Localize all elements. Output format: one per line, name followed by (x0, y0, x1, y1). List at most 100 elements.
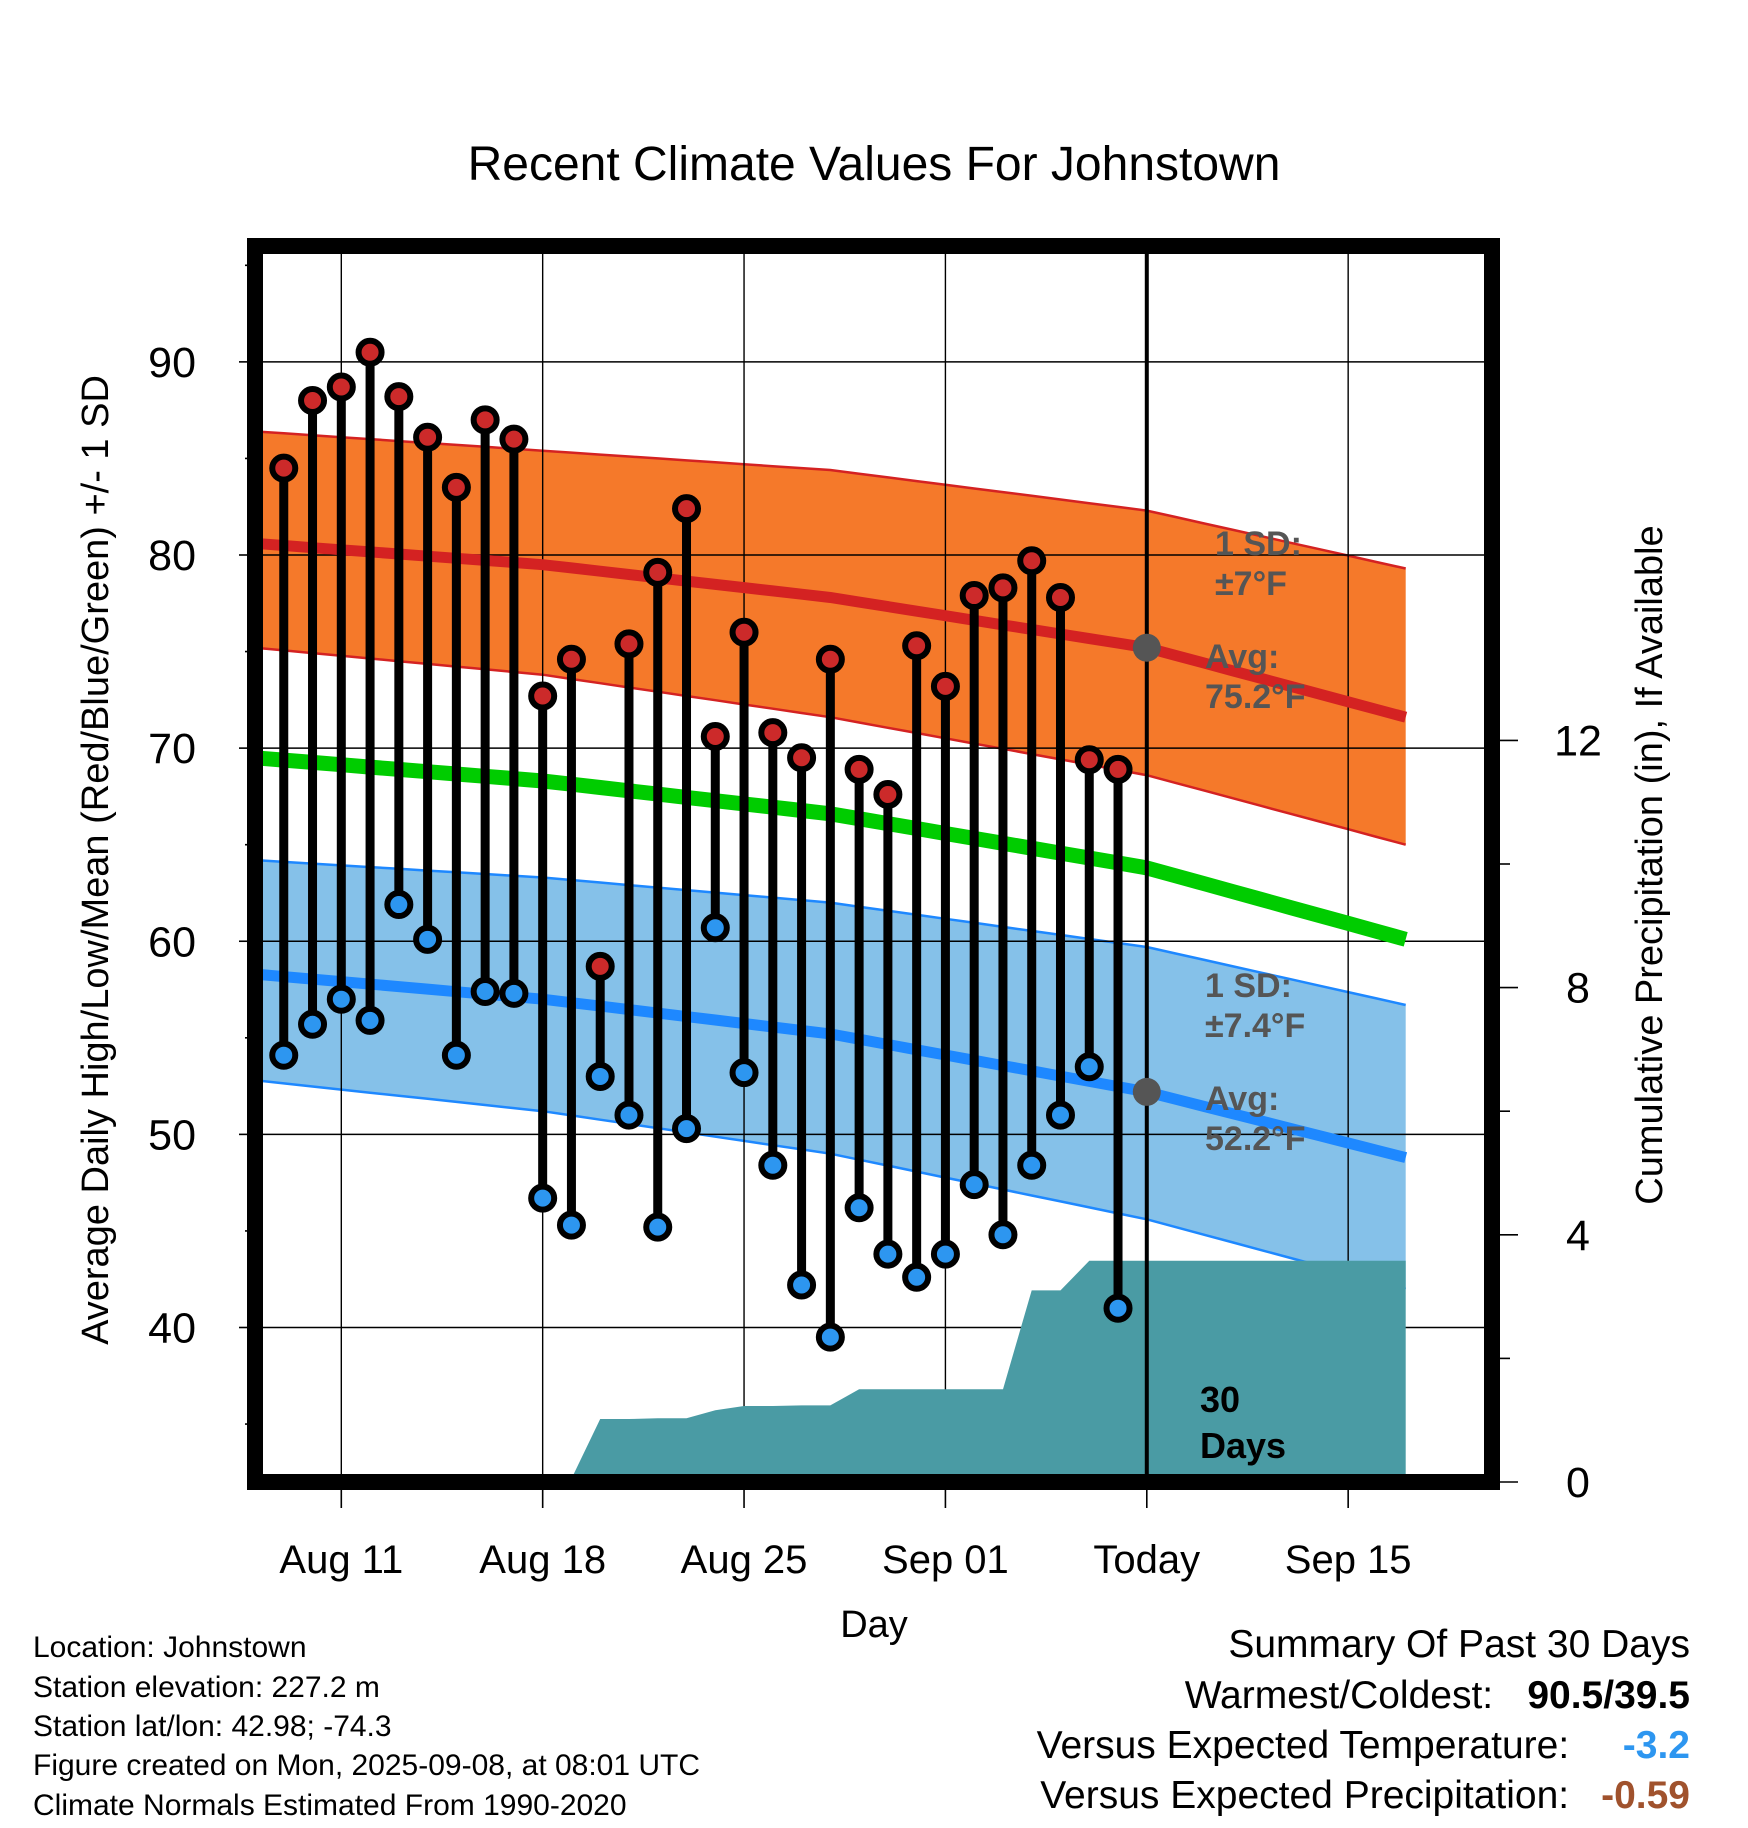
observed-day (700, 722, 730, 943)
x-tick-label: Today (1093, 1538, 1200, 1582)
observed-day (413, 422, 443, 954)
low-sd-label: 1 SD: ±7.4°F (1205, 967, 1305, 1045)
high-marker (1074, 745, 1104, 775)
summary-precip: Versus Expected Precipitation: -0.59 (1040, 1776, 1690, 1816)
normals-text: Climate Normals Estimated From 1990-2020 (33, 1789, 627, 1822)
observed-day (1017, 546, 1047, 1180)
low-marker (1045, 1100, 1075, 1130)
y-tick-label: 40 (148, 1305, 196, 1353)
axes: 40 50 60 70 80 90 0 4 8 12 Aug 11 Aug 18 Aug 25 Sep 0… (148, 264, 1602, 1582)
observed-day (556, 644, 586, 1240)
low-marker (1103, 1293, 1133, 1323)
x-tick-label: Sep 01 (882, 1538, 1009, 1582)
x-tick-label: Sep 15 (1285, 1538, 1412, 1582)
latlon-text: Station lat/lon: 42.98; -74.3 (33, 1710, 392, 1743)
observed-day (902, 631, 932, 1292)
observed-day (988, 573, 1018, 1250)
chart-annotations: 1 SD: ±7°F Avg: 75.2°F 1 SD: ±7.4°F Avg: 52.2°F… (1132, 525, 1306, 1466)
summary-temp: Versus Expected Temperature: -3.2 (1037, 1726, 1690, 1766)
high-marker (988, 573, 1018, 603)
observed-day (499, 424, 529, 1008)
low-avg-label: Avg: 52.2°F (1205, 1080, 1306, 1158)
low-marker (815, 1322, 845, 1352)
high-marker (729, 617, 759, 647)
high-sd-label: 1 SD: ±7°F (1215, 525, 1302, 603)
high-marker (269, 453, 299, 483)
high-marker (902, 631, 932, 661)
high-marker (614, 629, 644, 659)
y2-tick-label: 8 (1566, 965, 1590, 1013)
high-marker (672, 494, 702, 524)
warm-cold-label: Warmest/Coldest: (1184, 1674, 1494, 1717)
high-marker (585, 951, 615, 981)
high-marker (815, 644, 845, 674)
x-tick-label: Aug 11 (279, 1538, 403, 1582)
high-marker (441, 472, 471, 502)
high-marker (873, 779, 903, 809)
low-marker (787, 1270, 817, 1300)
y-tick-label: 60 (148, 918, 196, 966)
observed-day (355, 337, 385, 1035)
low-marker (902, 1262, 932, 1292)
chart-title: Recent Climate Values For Johnstown (468, 138, 1281, 191)
observed-day (815, 644, 845, 1352)
high-marker (355, 337, 385, 367)
observed-day (758, 718, 788, 1180)
observed-day (787, 743, 817, 1300)
low-marker (413, 924, 443, 954)
low-marker (873, 1239, 903, 1269)
observed-day (384, 382, 414, 920)
low-marker (1017, 1150, 1047, 1180)
x-tick-label: Aug 18 (479, 1538, 606, 1582)
high-marker (298, 386, 328, 415)
low-marker (499, 978, 529, 1008)
observed-day (1103, 754, 1133, 1323)
summary-warm-cold: Warmest/Coldest: 90.5/39.5 (1185, 1676, 1690, 1716)
high-marker (470, 405, 500, 435)
high-marker (384, 382, 414, 412)
high-marker (528, 681, 558, 711)
y-tick-label: 70 (148, 725, 196, 773)
observed-day (930, 671, 960, 1269)
high-marker (1017, 546, 1047, 576)
observed-day (672, 494, 702, 1144)
observed-day (326, 372, 356, 1014)
low-marker (988, 1220, 1018, 1250)
high-sd-upper-edge (262, 430, 1406, 570)
location-text: Location: Johnstown (33, 1631, 307, 1664)
high-marker (700, 722, 730, 752)
high-marker (413, 422, 443, 452)
precip-label: Versus Expected Precipitation: (1040, 1774, 1570, 1817)
y2-tick-label: 12 (1554, 717, 1602, 765)
observed-day (298, 386, 328, 1039)
today-low-normal-dot (1132, 1077, 1161, 1106)
observed-day (1074, 745, 1104, 1082)
x-axis-label: Day (840, 1604, 908, 1646)
created-text: Figure created on Mon, 2025-09-08, at 08… (33, 1749, 701, 1782)
observed-day (614, 629, 644, 1130)
observed-day (470, 405, 500, 1006)
plot-frame (247, 238, 1500, 1490)
high-sd-band (262, 431, 1406, 845)
x-tick-label: Aug 25 (681, 1538, 808, 1582)
precip-value: -0.59 (1601, 1774, 1690, 1817)
low-marker (700, 913, 730, 943)
y-tick-label: 90 (148, 339, 196, 387)
high-marker (844, 754, 874, 784)
low-marker (643, 1212, 673, 1242)
low-marker (844, 1193, 874, 1223)
observed-day (729, 617, 759, 1088)
low-marker (585, 1061, 615, 1091)
low-marker (441, 1040, 471, 1070)
observed-day (441, 472, 471, 1070)
low-marker (959, 1170, 989, 1200)
low-marker (355, 1005, 385, 1035)
high-marker (556, 644, 586, 674)
observed-day (269, 453, 299, 1070)
low-marker (269, 1040, 299, 1070)
summary-title: Summary Of Past 30 Days (1228, 1623, 1690, 1666)
high-marker (643, 557, 673, 587)
y2-axis-label: Cumulative Precipitation (in), If Availa… (1629, 525, 1671, 1204)
low-marker (528, 1183, 558, 1213)
high-marker (787, 743, 817, 773)
